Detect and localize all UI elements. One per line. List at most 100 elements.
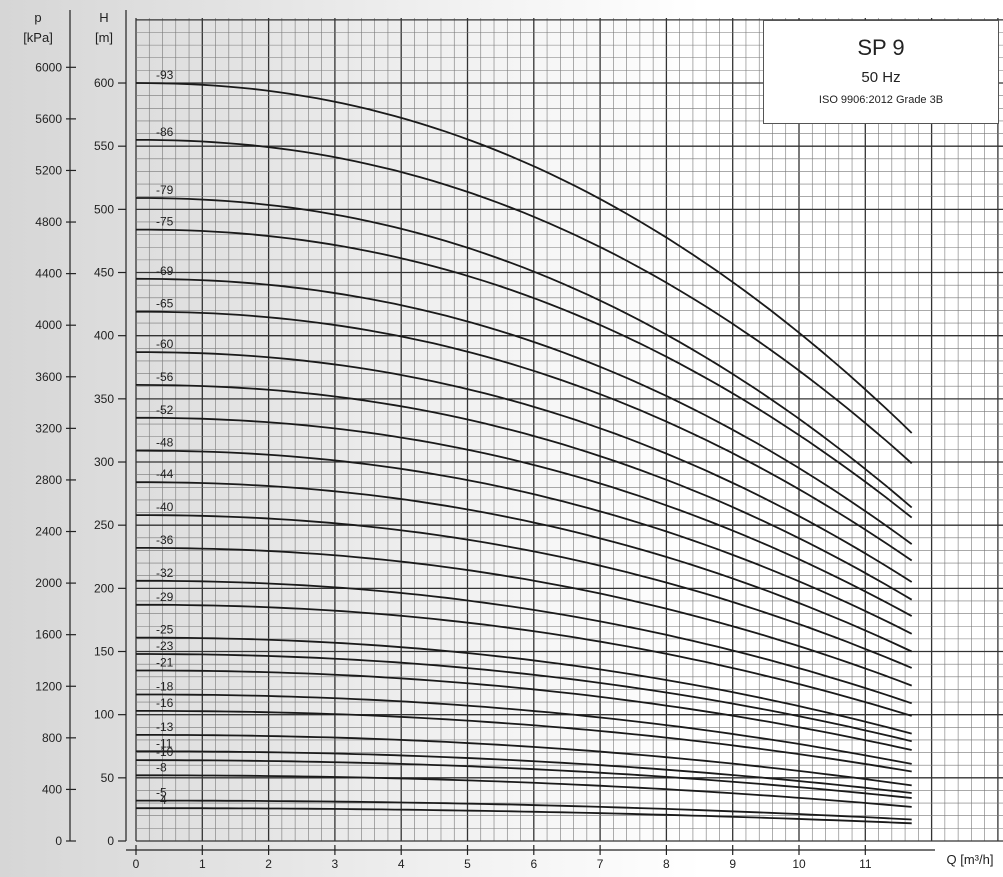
chart-info-box: SP 9 50 Hz ISO 9906:2012 Grade 3B <box>763 20 999 124</box>
curve-label: -29 <box>156 590 174 604</box>
x-tick-label: 3 <box>332 857 339 871</box>
p-tick-label: 1200 <box>35 679 62 693</box>
p-tick-label: 2400 <box>35 525 62 539</box>
p-tick-label: 400 <box>42 782 62 796</box>
h-tick-label: 400 <box>94 329 114 343</box>
pump-curve-32 <box>136 579 912 705</box>
curve-label: -10 <box>156 745 174 759</box>
curve-label: -32 <box>156 566 174 580</box>
h-tick-label: 450 <box>94 266 114 280</box>
x-axis-label: Q [m³/h] <box>947 852 994 867</box>
chart-title: SP 9 <box>857 35 905 60</box>
h-axis-unit: [m] <box>95 30 113 45</box>
p-tick-label: 0 <box>55 834 62 848</box>
curve-label: -93 <box>156 68 174 82</box>
pump-curve-16 <box>136 710 912 773</box>
curve-label: -48 <box>156 436 174 450</box>
curve-label: -25 <box>156 623 174 637</box>
p-tick-label: 800 <box>42 731 62 745</box>
curve-label: -11 <box>156 736 173 750</box>
x-tick-label: 11 <box>859 857 872 871</box>
curve-label: -69 <box>156 264 174 278</box>
pump-curve-86 <box>136 139 913 464</box>
pump-curve-18 <box>136 693 912 765</box>
curve-label: -60 <box>156 337 174 351</box>
x-tick-label: 8 <box>663 857 670 871</box>
h-tick-label: 0 <box>107 834 114 848</box>
curve-label: -16 <box>156 696 174 710</box>
p-axis-name: p <box>34 10 41 25</box>
pump-curve-52 <box>136 416 913 617</box>
curve-label: -79 <box>156 183 174 197</box>
p-tick-label: 3200 <box>35 421 62 435</box>
p-tick-label: 6000 <box>35 60 62 74</box>
p-axis-unit: [kPa] <box>23 30 53 45</box>
curve-label: -52 <box>156 403 174 417</box>
curves: -93 -86 -79 -75 -69 -65 -60 -56 -52 -48 -44 -40 -36 -… <box>135 68 913 825</box>
x-tick-label: 4 <box>398 857 405 871</box>
x-tick-label: 5 <box>464 857 471 871</box>
pump-curve-13 <box>136 734 912 787</box>
chart-standard: ISO 9906:2012 Grade 3B <box>818 94 944 106</box>
pump-curve-79 <box>136 197 913 509</box>
curve-label: -5 <box>156 786 167 800</box>
p-tick-label: 5200 <box>35 163 62 177</box>
pump-curve-29 <box>136 603 912 717</box>
p-tick-label: 2000 <box>35 576 62 590</box>
pump-curve-60 <box>136 351 913 583</box>
h-axis-name: H <box>99 10 108 25</box>
curve-label: -75 <box>156 215 174 229</box>
pump-curve-4 <box>136 807 912 825</box>
x-tick-label: 2 <box>265 857 272 871</box>
pump-curve-75 <box>136 228 913 519</box>
pump-curve-93 <box>135 82 913 434</box>
curve-label: -36 <box>156 533 174 547</box>
pump-curve-44 <box>136 481 913 653</box>
curve-label: -13 <box>156 720 174 734</box>
pump-curve-25 <box>136 636 912 735</box>
h-tick-label: 50 <box>101 771 115 785</box>
h-tick-label: 300 <box>94 455 114 469</box>
x-tick-label: 7 <box>597 857 604 871</box>
curve-label: -40 <box>156 500 174 514</box>
axes: 0501001502002503003504004505005506000400… <box>35 10 935 871</box>
curve-label: -23 <box>156 639 174 653</box>
x-tick-label: 1 <box>199 857 206 871</box>
pump-curve-69 <box>135 277 913 545</box>
h-tick-label: 350 <box>94 392 114 406</box>
p-tick-label: 4400 <box>35 267 62 281</box>
pump-curve-36 <box>136 547 913 687</box>
pump-curve-11 <box>136 750 912 794</box>
curve-label: -86 <box>156 125 174 139</box>
pump-curve-8 <box>136 774 912 808</box>
x-tick-label: 9 <box>729 857 736 871</box>
curve-label: -21 <box>156 655 174 669</box>
h-tick-label: 600 <box>94 76 114 90</box>
pump-curve-5 <box>136 799 912 821</box>
pump-curve-56 <box>135 384 913 601</box>
chart-frequency: 50 Hz <box>861 69 901 86</box>
x-tick-label: 10 <box>792 857 806 871</box>
curve-label: -8 <box>156 760 167 774</box>
pump-curve-21 <box>136 669 912 751</box>
p-tick-label: 4800 <box>35 215 62 229</box>
pump-curve-48 <box>135 449 913 635</box>
p-tick-label: 3600 <box>35 370 62 384</box>
x-tick-label: 0 <box>133 857 140 871</box>
h-tick-label: 550 <box>94 139 114 153</box>
h-tick-label: 500 <box>94 202 114 216</box>
curve-label: -56 <box>156 370 174 384</box>
p-tick-label: 1600 <box>35 628 62 642</box>
pump-curve-65 <box>136 310 913 562</box>
curve-label: -4 <box>156 793 167 807</box>
pump-curve-23 <box>136 653 912 743</box>
x-tick-label: 6 <box>530 857 537 871</box>
pump-curve-40 <box>136 514 913 669</box>
h-tick-label: 150 <box>94 645 114 659</box>
curve-label: -65 <box>156 297 174 311</box>
curve-label: -18 <box>156 679 174 693</box>
p-tick-label: 5600 <box>35 112 62 126</box>
h-tick-label: 100 <box>94 708 114 722</box>
p-tick-label: 2800 <box>35 473 62 487</box>
